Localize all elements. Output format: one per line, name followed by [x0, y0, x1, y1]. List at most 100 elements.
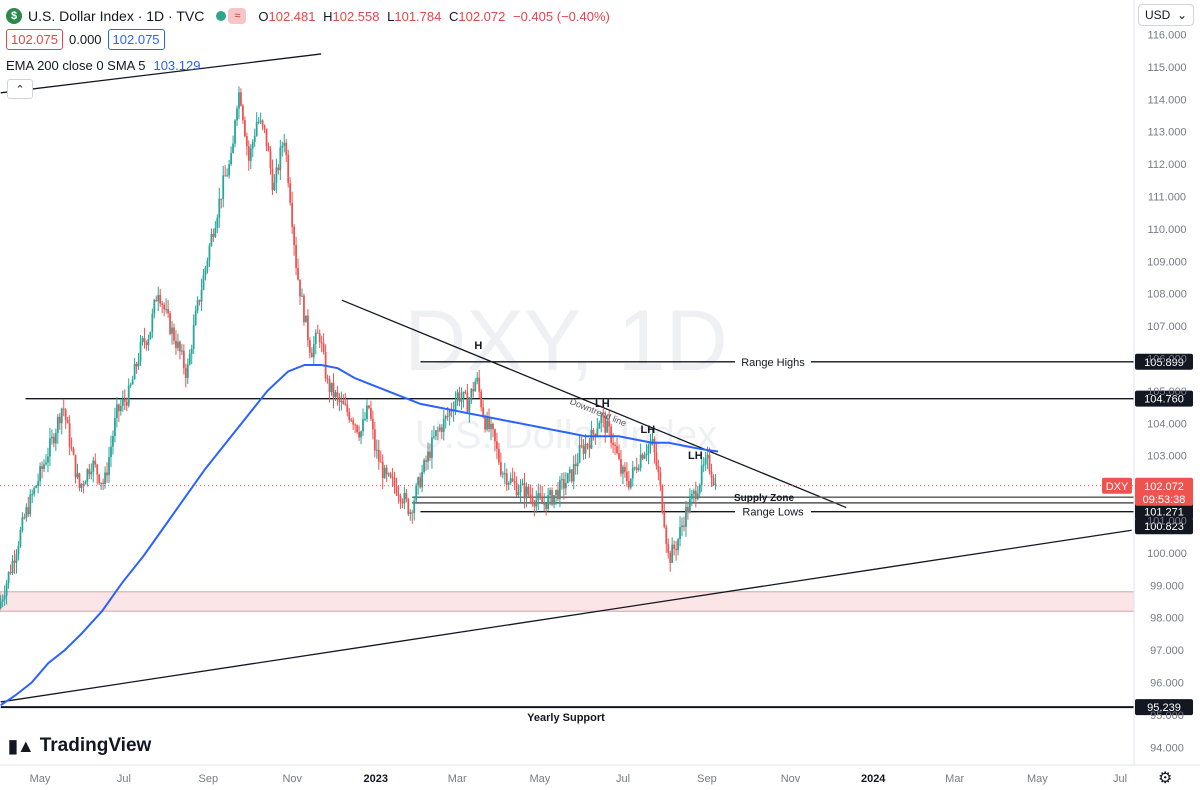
- candle-body-261: [513, 481, 516, 484]
- level-label-range-highs: Range Highs: [741, 357, 805, 369]
- candle-body-271: [533, 502, 536, 507]
- candle-body-306: [602, 415, 605, 417]
- candle-body-56: [110, 446, 112, 458]
- candle-body-322: [633, 467, 636, 469]
- candle-body-166: [326, 378, 329, 380]
- candle-body-40: [78, 473, 81, 489]
- y-tick-108: 108.000: [1147, 289, 1187, 301]
- candle-body-285: [560, 479, 563, 481]
- candle-body-18: [35, 486, 38, 488]
- ask-button[interactable]: 102.075: [107, 29, 165, 50]
- spread-value: 0.000: [69, 32, 102, 47]
- candle-body-253: [497, 448, 500, 463]
- candle-body-180: [354, 424, 357, 426]
- candle-body-154: [303, 295, 305, 323]
- candle-body-81: [159, 294, 162, 304]
- candle-body-330: [649, 442, 652, 446]
- gear-icon[interactable]: ⚙: [1158, 770, 1173, 787]
- candle-body-92: [180, 350, 183, 352]
- candle-body-174: [342, 400, 345, 405]
- candle-body-155: [305, 315, 307, 323]
- candle-body-360: [708, 454, 711, 472]
- candle-body-268: [527, 486, 530, 495]
- indicator-legend[interactable]: EMA 200 close 0 SMA 5 103.129: [6, 58, 200, 73]
- candle-body-218: [429, 451, 431, 458]
- tradingview-logo[interactable]: ▮▲ TradingView: [8, 735, 151, 757]
- candle-body-181: [356, 425, 359, 433]
- candle-body-11: [21, 517, 24, 531]
- candle-body-270: [531, 496, 534, 503]
- candle-body-305: [600, 415, 603, 424]
- candle-body-281: [553, 495, 555, 505]
- y-tick-98: 98.000: [1150, 613, 1184, 625]
- candle-body-348: [685, 506, 687, 527]
- indicator-value: 103.129: [153, 58, 201, 73]
- y-tick-96: 96.000: [1150, 678, 1184, 690]
- ohlc-close: 102.072: [458, 8, 506, 24]
- candle-body-27: [52, 436, 55, 444]
- candle-body-248: [488, 416, 490, 430]
- candle-body-241: [474, 381, 477, 392]
- candle-body-338: [665, 527, 668, 545]
- candle-body-176: [346, 404, 349, 413]
- price-tag-bg-0: [1135, 353, 1193, 370]
- candle-body-188: [369, 408, 372, 419]
- candle-body-158: [310, 352, 313, 358]
- candle-body-113: [222, 175, 225, 199]
- candle-body-259: [509, 478, 512, 484]
- candle-body-274: [539, 493, 542, 498]
- candle-body-193: [379, 461, 382, 463]
- candle-body-347: [683, 525, 685, 527]
- chevron-up-icon[interactable]: ⌃: [7, 79, 33, 99]
- currency-select[interactable]: USD ⌄: [1138, 4, 1194, 26]
- x-tick-12: May: [1027, 773, 1048, 785]
- x-tick-9: Nov: [781, 773, 801, 785]
- candle-body-53: [104, 472, 106, 484]
- candle-body-284: [559, 480, 561, 500]
- candle-body-148: [291, 202, 294, 227]
- candle-body-310: [610, 426, 613, 443]
- trendline-2: [341, 299, 847, 509]
- candle-body-85: [167, 309, 169, 314]
- y-tick-109: 109.000: [1147, 256, 1187, 268]
- ema-200-line: [0, 364, 719, 707]
- candle-body-122: [240, 92, 242, 106]
- ohlc-open: 102.481: [268, 8, 316, 24]
- bid-button[interactable]: 102.075: [6, 29, 63, 50]
- candle-body-178: [350, 419, 353, 421]
- candle-body-277: [545, 503, 548, 510]
- y-tick-105: 105.000: [1147, 386, 1187, 398]
- y-tick-104: 104.000: [1147, 418, 1187, 430]
- candle-body-47: [92, 460, 95, 472]
- candle-body-315: [620, 458, 622, 474]
- candle-body-273: [537, 493, 540, 500]
- wave-icon[interactable]: ≈: [228, 8, 247, 24]
- candle-body-147: [289, 183, 292, 203]
- candle-body-210: [413, 500, 416, 514]
- candle-body-149: [293, 226, 296, 246]
- candle-body-231: [454, 400, 457, 411]
- candle-body-87: [171, 327, 173, 334]
- symbol-title[interactable]: U.S. Dollar Index · 1D · TVC: [28, 8, 205, 24]
- candle-body-152: [299, 279, 301, 297]
- candle-body-334: [657, 465, 660, 473]
- candle-body-294: [578, 445, 581, 463]
- candle-body-42: [82, 483, 85, 485]
- candle-body-125: [245, 136, 248, 147]
- watermark-subtitle: U.S. Dollar Index: [415, 413, 717, 457]
- candle-body-340: [669, 552, 672, 563]
- candle-body-331: [651, 438, 654, 443]
- price-tag-100823: 100.823: [1144, 521, 1184, 533]
- y-tick-94: 94.000: [1150, 742, 1184, 754]
- candle-body-355: [698, 484, 701, 494]
- candle-body-206: [405, 493, 408, 500]
- candle-body-254: [499, 462, 502, 475]
- candle-body-119: [234, 120, 236, 144]
- candle-body-138: [271, 168, 274, 191]
- candle-body-289: [568, 469, 571, 474]
- candle-body-191: [375, 449, 378, 451]
- candle-body-67: [131, 379, 134, 385]
- candle-body-58: [114, 418, 116, 437]
- candle-body-108: [212, 234, 215, 237]
